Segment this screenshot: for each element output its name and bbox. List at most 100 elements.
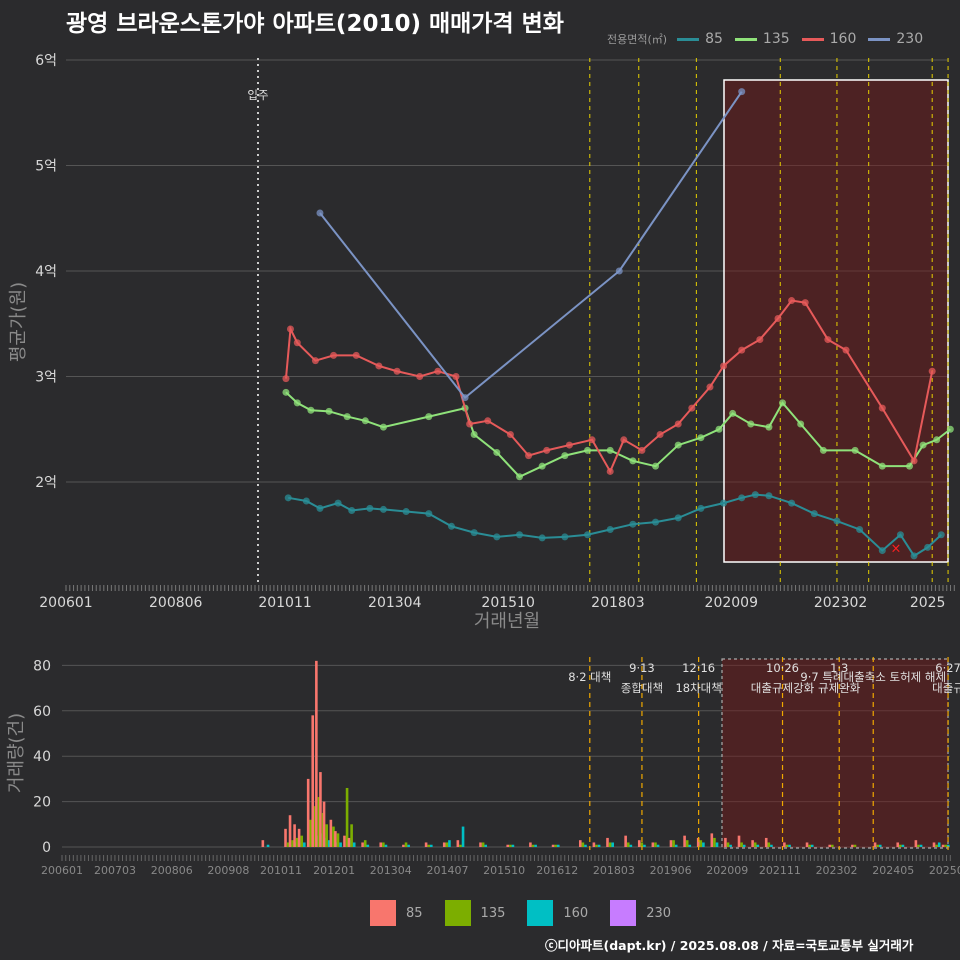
point-135 <box>293 399 301 407</box>
volume-bar <box>445 842 449 847</box>
point-160 <box>588 436 596 444</box>
point-135 <box>361 417 369 425</box>
point-85 <box>334 499 342 507</box>
volume-bar <box>729 844 732 847</box>
volume-legend-label: 85 <box>406 905 423 921</box>
point-135 <box>379 423 387 431</box>
legend-label: 135 <box>762 31 790 47</box>
volume-bar <box>683 835 686 847</box>
policy-date: 10·26 <box>766 661 799 675</box>
point-135 <box>933 436 941 444</box>
legend-label: 85 <box>705 31 723 47</box>
point-85 <box>284 494 292 502</box>
point-160 <box>434 367 442 375</box>
volume-bar <box>592 842 596 847</box>
volume-bar <box>484 844 488 847</box>
volume-bar <box>770 844 773 847</box>
volume-bar <box>295 837 299 847</box>
volume-legend-160: 160 <box>527 900 588 926</box>
point-85 <box>538 534 546 542</box>
point-160 <box>788 297 796 305</box>
volume-bar <box>756 844 760 847</box>
volume-bar <box>336 833 340 847</box>
point-135 <box>715 425 723 433</box>
volume-bar <box>327 840 331 847</box>
volume-bar <box>297 828 301 847</box>
volume-y-tick-label: 20 <box>33 795 51 811</box>
point-135 <box>493 448 501 456</box>
volume-y-tick-label: 60 <box>33 704 51 720</box>
volume-bar <box>742 844 746 847</box>
y-tick-label: 6억 <box>35 53 57 69</box>
volume-bar <box>266 844 270 847</box>
volume-bar <box>291 840 294 847</box>
volume-bar <box>284 828 287 847</box>
credit: ⓒ디아파트(dapt.kr) / 2025.08.08 / 자료=국토교통부 실… <box>545 938 914 953</box>
legend-item-230: 230 <box>868 31 923 47</box>
point-135 <box>765 423 773 431</box>
point-135 <box>797 420 805 428</box>
point-135 <box>851 446 859 454</box>
point-160 <box>543 446 551 454</box>
volume-bar <box>901 844 905 847</box>
volume-bar <box>944 844 947 847</box>
volume-bar <box>556 844 560 847</box>
point-160 <box>756 336 764 344</box>
volume-bar <box>896 842 900 847</box>
x-tick-label: 201803 <box>591 595 644 611</box>
volume-bar <box>581 842 585 847</box>
point-230 <box>615 267 623 275</box>
volume-x-tick-label: 200601 <box>41 864 83 877</box>
volume-legend-135: 135 <box>444 900 505 926</box>
legend-item-85: 85 <box>677 31 723 47</box>
y-tick-label: 5억 <box>35 159 57 175</box>
y-tick-label: 2억 <box>35 475 57 491</box>
point-160 <box>928 367 936 375</box>
price-panel: 2억 3억 4억 5억 6억 200601 200806 201011 201304 201510… <box>8 53 955 632</box>
point-135 <box>946 425 954 433</box>
volume-bar <box>578 840 582 847</box>
point-230 <box>738 88 746 96</box>
point-85 <box>788 499 796 507</box>
point-135 <box>343 413 351 421</box>
volume-bar <box>753 842 757 847</box>
volume-x-tick-label: 200703 <box>94 864 136 877</box>
policy-name: 8·2 대책 <box>568 670 611 684</box>
y-tick-label: 4억 <box>35 264 57 280</box>
volume-bar <box>688 844 692 847</box>
volume-bar <box>366 844 370 847</box>
volume-bar <box>402 844 405 847</box>
volume-bar <box>352 842 356 847</box>
volume-bar <box>699 840 703 847</box>
volume-bar <box>937 842 941 847</box>
policy-name: 대출규 <box>932 681 960 695</box>
point-135 <box>538 462 546 470</box>
point-160 <box>565 441 573 449</box>
volume-bar <box>606 837 609 847</box>
legend-item-160: 160 <box>801 31 856 47</box>
point-160 <box>416 373 424 380</box>
volume-x-tick-label: 201906 <box>650 864 692 877</box>
x-tick-label: 202009 <box>705 595 758 611</box>
volume-bar <box>329 819 333 847</box>
point-160 <box>452 373 460 380</box>
point-160 <box>688 404 696 412</box>
point-135 <box>779 399 787 407</box>
policy-date: 9·13 <box>629 661 655 675</box>
point-85 <box>697 504 705 512</box>
volume-bar <box>713 837 716 847</box>
volume-bar <box>407 844 410 847</box>
point-160 <box>774 314 782 322</box>
point-85 <box>910 552 918 560</box>
point-135 <box>878 462 886 470</box>
point-160 <box>824 336 832 344</box>
volume-bar <box>384 844 388 847</box>
volume-bar <box>334 831 337 847</box>
volume-legend: 85 135 160 230 <box>370 900 693 926</box>
volume-x-tick-label: 201510 <box>483 864 525 877</box>
volume-bar <box>459 844 462 847</box>
point-160 <box>801 299 809 307</box>
point-85 <box>856 525 864 533</box>
point-160 <box>466 420 474 428</box>
